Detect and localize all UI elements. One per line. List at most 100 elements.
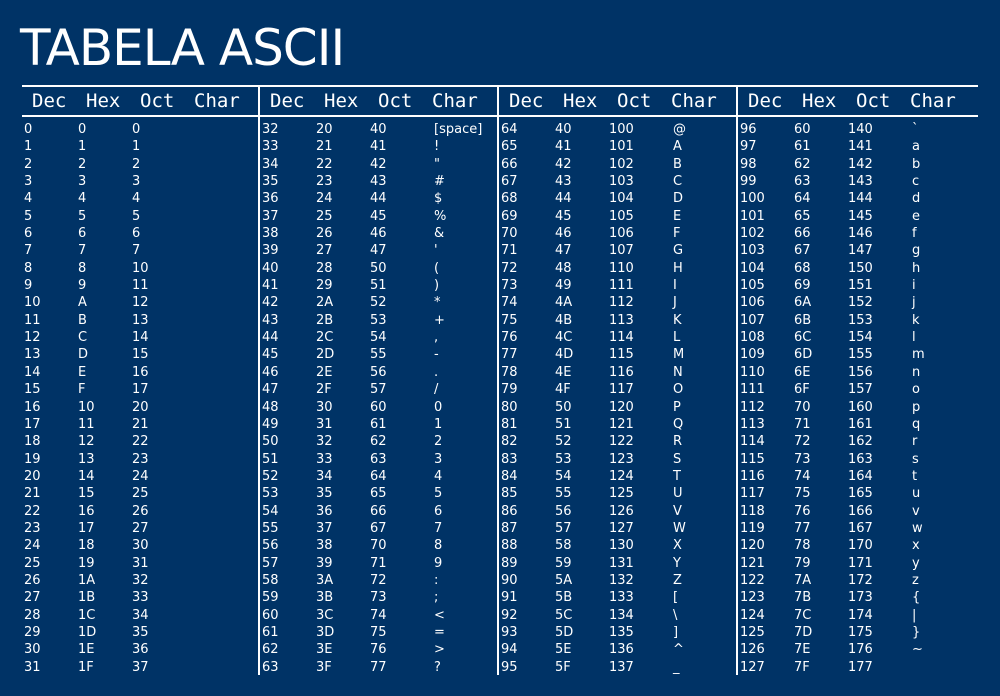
table-row: 87 57 127 W bbox=[499, 520, 736, 537]
char-cell: W bbox=[673, 520, 686, 536]
oct-cell: 106 bbox=[609, 226, 634, 242]
table-row: 79 4F 117 O bbox=[499, 381, 736, 398]
table-row: 10 A 12 bbox=[22, 294, 258, 311]
table-row: 44 2C 54, bbox=[260, 329, 497, 346]
table-row: 17 11 21 bbox=[22, 416, 258, 433]
char-cell: o bbox=[912, 382, 920, 398]
hex-cell: 78 bbox=[794, 538, 811, 554]
hex-cell: 10 bbox=[78, 399, 95, 415]
table-row: 45 2D 55 - bbox=[260, 346, 497, 363]
dec-cell: 60 bbox=[262, 607, 279, 623]
char-cell: * bbox=[434, 295, 441, 311]
oct-cell: 137 bbox=[609, 659, 634, 675]
dec-cell: 87 bbox=[501, 520, 518, 536]
dec-cell: 15 bbox=[24, 382, 41, 398]
hex-cell: 38 bbox=[316, 538, 333, 554]
hex-cell: 4 bbox=[78, 191, 87, 207]
hex-cell: 4E bbox=[555, 364, 572, 380]
table-row: 58 3A 72: bbox=[260, 572, 497, 589]
hex-cell: 1C bbox=[78, 607, 96, 623]
table-row: 104 68 150 h bbox=[738, 260, 978, 277]
table-row: 4 4 4 bbox=[22, 190, 258, 207]
table-row: 90 5A 132 Z bbox=[499, 572, 736, 589]
hex-cell: 34 bbox=[316, 468, 333, 484]
table-row: 30 1E 36 bbox=[22, 641, 258, 658]
oct-cell: 6 bbox=[132, 226, 141, 242]
hex-cell: 4D bbox=[555, 347, 574, 363]
char-cell: C bbox=[673, 174, 683, 190]
hex-cell: 35 bbox=[316, 486, 333, 502]
char-cell: ; bbox=[434, 590, 439, 606]
hex-cell: C bbox=[78, 330, 88, 346]
char-cell: 9 bbox=[434, 555, 443, 571]
char-cell: 7 bbox=[434, 520, 443, 536]
hex-cell: 33 bbox=[316, 451, 333, 467]
dec-cell: 116 bbox=[740, 468, 765, 484]
hex-cell: 23 bbox=[316, 174, 333, 190]
header-oct: Oct bbox=[378, 90, 413, 112]
char-cell: _ bbox=[673, 659, 680, 675]
oct-cell: 114 bbox=[609, 330, 634, 346]
header-oct: Oct bbox=[856, 90, 891, 112]
hex-cell: 3B bbox=[316, 590, 334, 606]
table-row: 53 35 65 5 bbox=[260, 485, 497, 502]
table-row: 11 B 13 bbox=[22, 312, 258, 329]
hex-cell: 7C bbox=[794, 607, 812, 623]
oct-cell: 70 bbox=[370, 538, 387, 554]
dec-cell: 35 bbox=[262, 174, 279, 190]
dec-cell: 41 bbox=[262, 278, 279, 294]
table-row: 27 1B 33 bbox=[22, 589, 258, 606]
table-row: 55 37 67 7 bbox=[260, 520, 497, 537]
table-row: 114 72 162 r bbox=[738, 433, 978, 450]
hex-cell: 41 bbox=[555, 139, 572, 155]
hex-cell: 36 bbox=[316, 503, 333, 519]
hex-cell: 4C bbox=[555, 330, 573, 346]
oct-cell: 102 bbox=[609, 156, 634, 172]
oct-cell: 76 bbox=[370, 642, 387, 658]
hex-cell: 31 bbox=[316, 416, 333, 432]
oct-cell: 113 bbox=[609, 312, 634, 328]
table-row: 117 75 165 u bbox=[738, 485, 978, 502]
oct-cell: 72 bbox=[370, 572, 387, 588]
char-cell: ' bbox=[434, 243, 438, 259]
oct-cell: 62 bbox=[370, 434, 387, 450]
oct-cell: 115 bbox=[609, 347, 634, 363]
hex-cell: 3D bbox=[316, 624, 335, 640]
dec-cell: 71 bbox=[501, 243, 518, 259]
table-row: 37 25 45% bbox=[260, 208, 497, 225]
char-cell: x bbox=[912, 538, 920, 554]
oct-cell: 164 bbox=[848, 468, 873, 484]
char-cell: 8 bbox=[434, 538, 443, 554]
hex-cell: 3 bbox=[78, 174, 87, 190]
oct-cell: 163 bbox=[848, 451, 873, 467]
dec-cell: 13 bbox=[24, 347, 41, 363]
dec-cell: 46 bbox=[262, 364, 279, 380]
dec-cell: 102 bbox=[740, 226, 765, 242]
table-row: 80 50 120 P bbox=[499, 399, 736, 416]
table-body: 0 0 0 1 1 1 2 2 2 3 3 3 4 4 4 5 5 5 6 6 6 7 7 7 8 8 10 9 9 11 10 A 12 11 B… bbox=[22, 87, 978, 677]
oct-cell: 63 bbox=[370, 451, 387, 467]
table-row: 34 22 42 " bbox=[260, 156, 497, 173]
dec-cell: 70 bbox=[501, 226, 518, 242]
oct-cell: 142 bbox=[848, 156, 873, 172]
dec-cell: 39 bbox=[262, 243, 279, 259]
dec-cell: 0 bbox=[24, 122, 33, 137]
dec-cell: 42 bbox=[262, 295, 279, 311]
hex-cell: 11 bbox=[78, 416, 95, 432]
hex-cell: 4A bbox=[555, 295, 573, 311]
table-row: 127 7F 177 bbox=[738, 659, 978, 676]
hex-cell: 6C bbox=[794, 330, 812, 346]
oct-cell: 161 bbox=[848, 416, 873, 432]
dec-cell: 59 bbox=[262, 590, 279, 606]
hex-cell: 56 bbox=[555, 503, 572, 519]
dec-cell: 99 bbox=[740, 174, 757, 190]
table-row: 120 78 170 x bbox=[738, 537, 978, 554]
dec-cell: 50 bbox=[262, 434, 279, 450]
char-cell: c bbox=[912, 174, 920, 190]
char-cell: D bbox=[673, 191, 684, 207]
char-cell: J bbox=[673, 295, 677, 311]
header-char: Char bbox=[910, 90, 956, 112]
hex-cell: 39 bbox=[316, 555, 333, 571]
table-row: 74 4A 112 J bbox=[499, 294, 736, 311]
table-row: 36 24 44 $ bbox=[260, 190, 497, 207]
